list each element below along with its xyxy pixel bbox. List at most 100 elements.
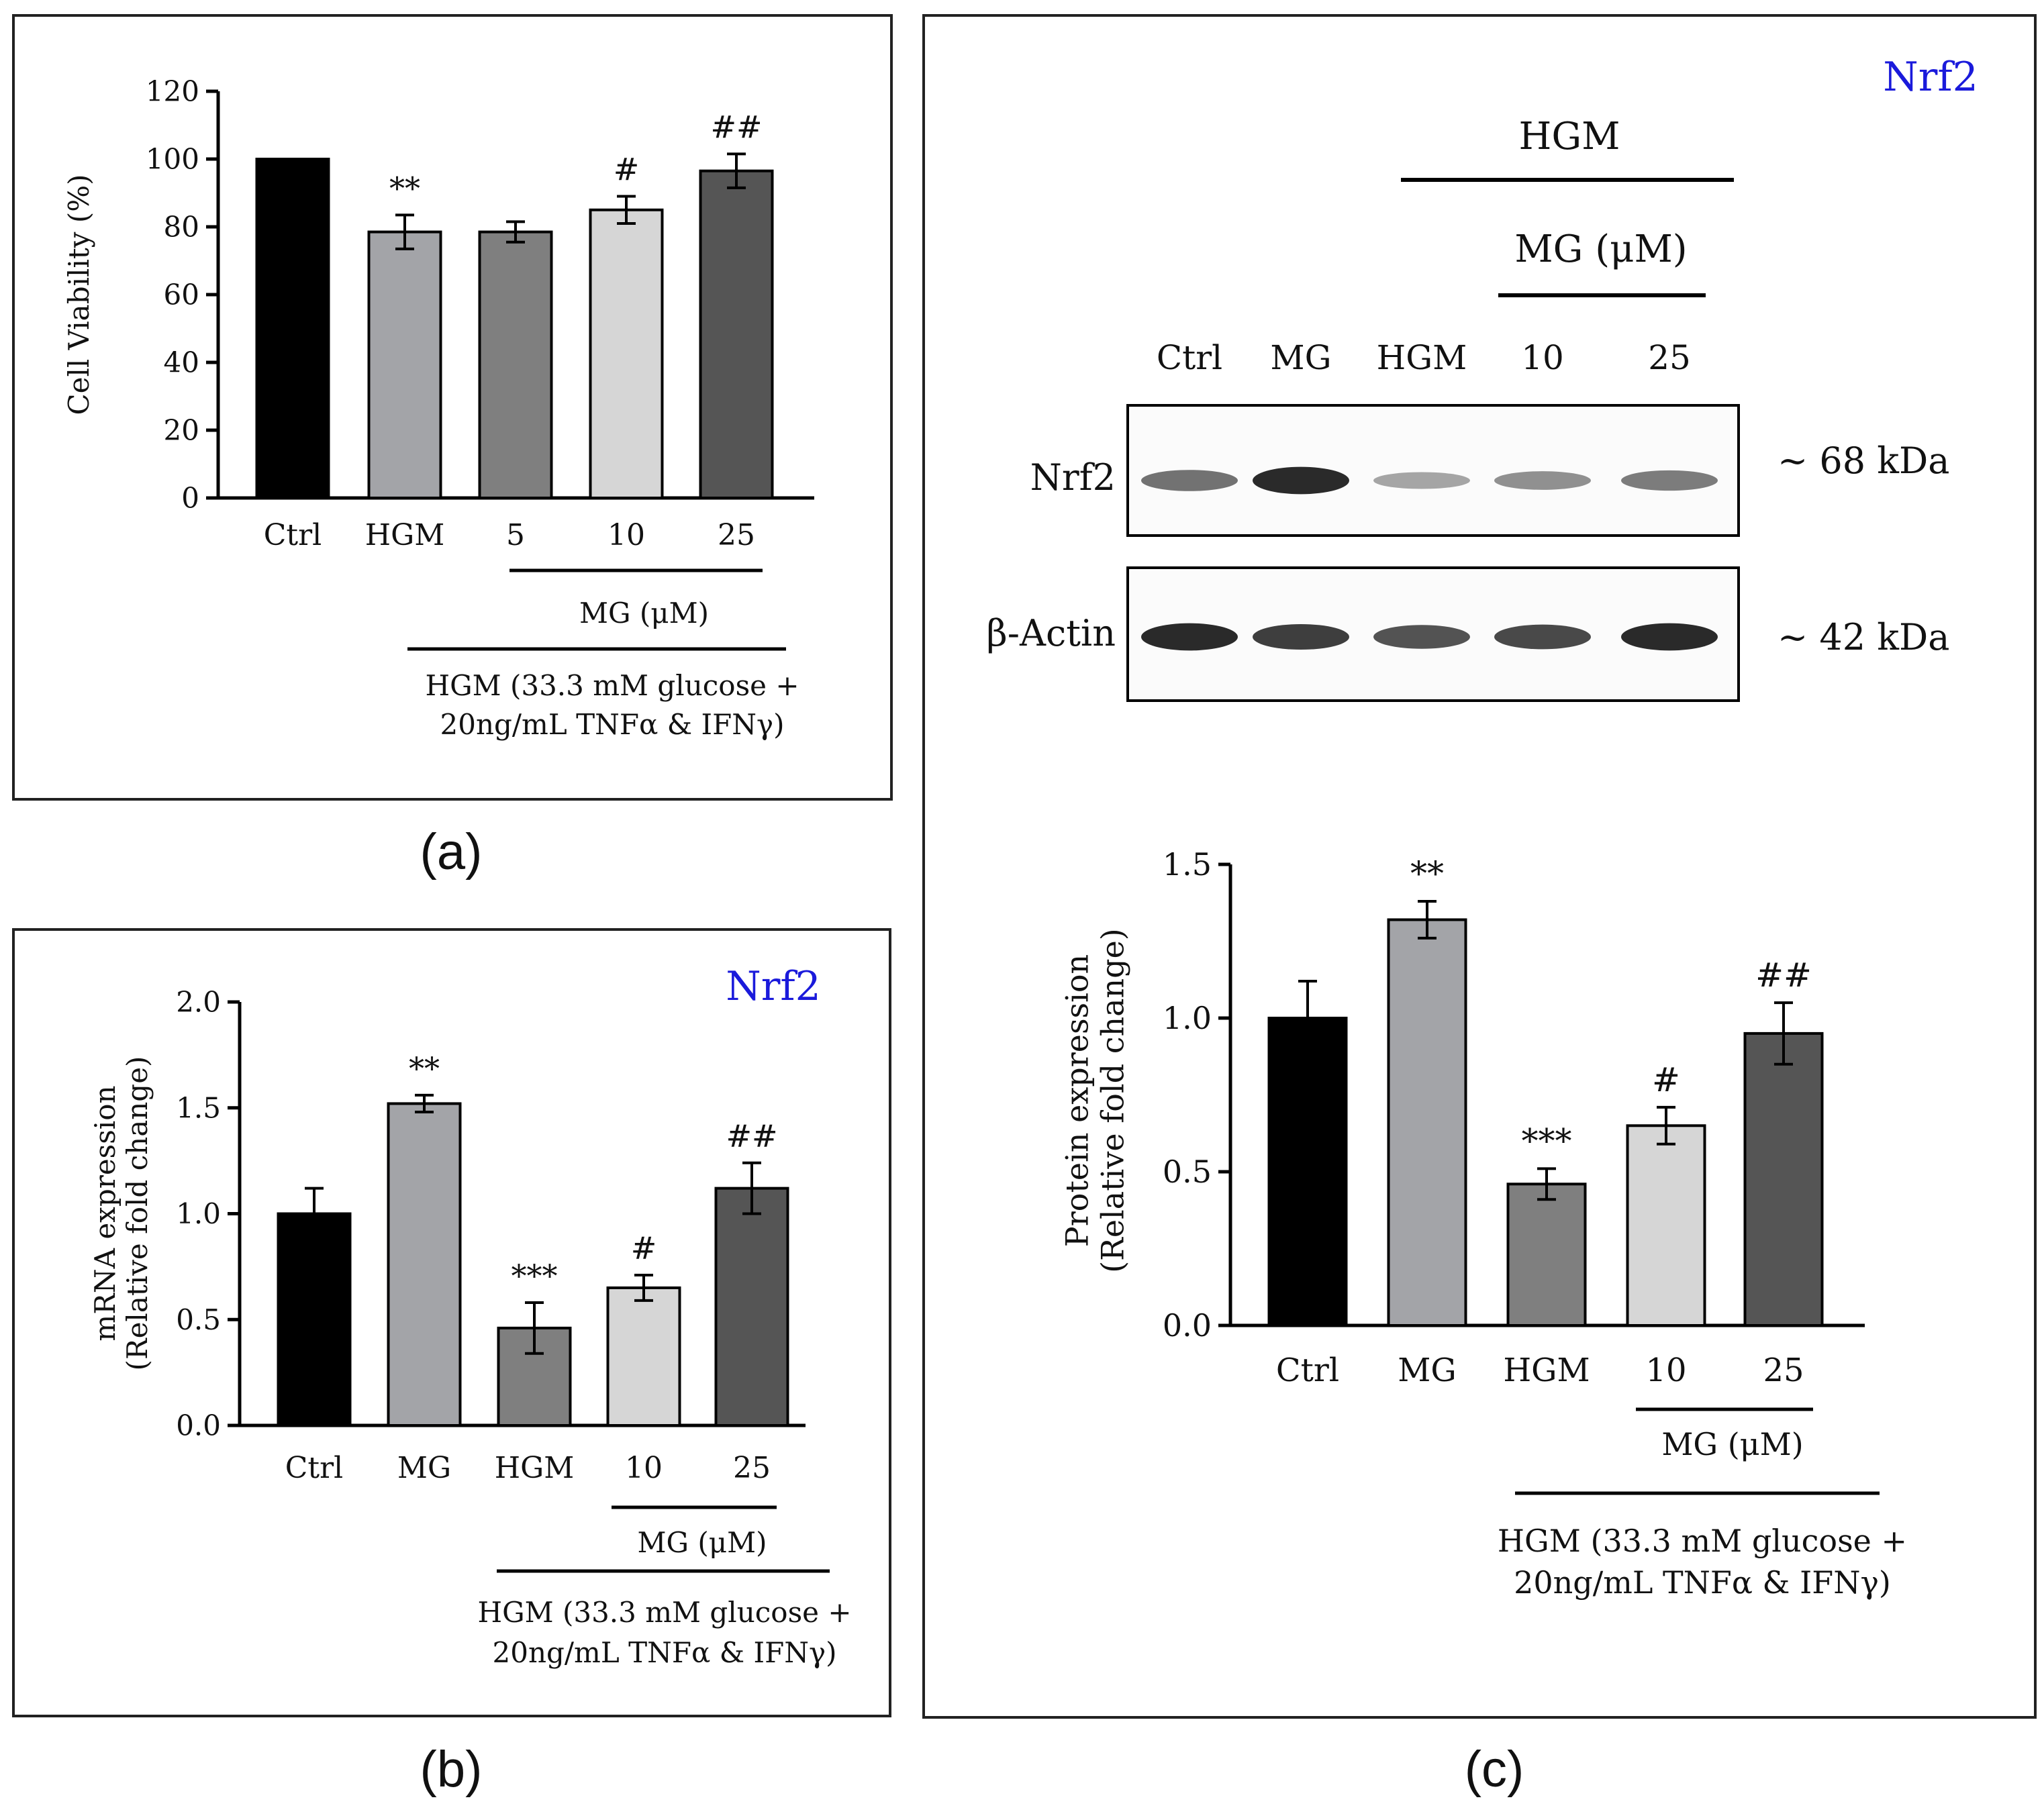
hgm-bracket-label-line: 20ng/mL TNFα & IFNγ)	[1514, 1564, 1891, 1601]
hgm-bracket-label-line: HGM (33.3 mM glucose +	[1498, 1523, 1907, 1559]
y-tick-label: 40	[164, 346, 199, 379]
hgm-bracket-label-line: 20ng/mL TNFα & IFNγ)	[440, 708, 785, 741]
blot-band	[1141, 623, 1238, 651]
category-label: Ctrl	[264, 518, 322, 552]
blot-lane-label: MG	[1270, 338, 1331, 377]
mg-bracket-label: MG (μM)	[1661, 1426, 1803, 1462]
blot-band	[1141, 470, 1238, 491]
significance-marker: ##	[726, 1118, 777, 1154]
bar-5	[478, 230, 553, 499]
bar-25	[714, 1187, 789, 1427]
bar-10	[606, 1286, 681, 1427]
y-tick-label: 1.5	[176, 1091, 221, 1124]
blot-size-label: ~ 42 kDa	[1778, 616, 1950, 658]
blot-membrane	[1126, 404, 1740, 537]
y-tick-label: 0	[181, 482, 199, 515]
bar-mg	[1387, 918, 1467, 1327]
y-tick-label: 100	[146, 143, 199, 176]
blot-band	[1253, 623, 1349, 650]
y-tick-label: 80	[164, 211, 199, 244]
hgm-bracket-label-line: HGM (33.3 mM glucose +	[477, 1596, 851, 1629]
blot-size-label: ~ 68 kDa	[1778, 440, 1950, 482]
y-axis-label-line: (Relative fold change)	[1094, 928, 1130, 1273]
y-tick-label: 60	[164, 279, 199, 311]
bar-hgm	[367, 230, 442, 499]
category-label: Ctrl	[285, 1451, 343, 1485]
y-tick-label: 0.0	[1163, 1307, 1212, 1344]
significance-marker: **	[409, 1050, 440, 1087]
y-axis-label-line: Cell Viability (%)	[62, 174, 95, 415]
significance-marker: ##	[710, 109, 762, 145]
hgm-bracket-label-line: 20ng/mL TNFα & IFNγ)	[493, 1636, 837, 1669]
bar-mg	[387, 1102, 462, 1427]
category-label: HGM	[365, 518, 445, 552]
chart-c: 0.0 0.5 1.0 1.5 Protein expression(Relative …	[1059, 846, 1907, 1601]
y-tick-label: 1.0	[1163, 1000, 1212, 1036]
bar-ctrl	[255, 158, 330, 499]
panel-a-frame	[12, 14, 893, 801]
y-tick-label: 0.0	[176, 1409, 221, 1442]
category-label: MG	[1398, 1352, 1457, 1389]
bar-ctrl	[277, 1212, 352, 1427]
blot-band	[1373, 472, 1470, 489]
category-label: MG	[397, 1451, 451, 1485]
y-tick-label: 1.0	[176, 1197, 221, 1230]
significance-marker: #	[1652, 1060, 1680, 1099]
bar-10	[589, 208, 664, 499]
y-tick-label: 120	[146, 75, 199, 108]
significance-marker: ***	[512, 1258, 558, 1294]
panel-c-letter: (c)	[1465, 1741, 1524, 1798]
mg-bracket-label: MG (μM)	[579, 597, 709, 629]
category-label: 10	[625, 1451, 663, 1485]
blot-row-label: Nrf2	[1030, 456, 1116, 499]
blot-band	[1373, 625, 1470, 649]
chart-a: 0 20 40 60 80 100 120 Cell Viability (%) Ctrl ** H…	[62, 75, 814, 741]
category-label: HGM	[1503, 1352, 1590, 1389]
y-axis-label-line: mRNA expression	[89, 1085, 121, 1341]
category-label: Ctrl	[1276, 1352, 1339, 1389]
blot-row-label: β-Actin	[987, 612, 1116, 654]
blot-lane-label: 25	[1648, 338, 1691, 377]
bar-25	[699, 169, 774, 500]
bar-25	[1743, 1031, 1824, 1327]
category-label: 10	[607, 518, 645, 552]
chart-b: 0.0 0.5 1.0 1.5 2.0 mRNA expression(Relative …	[89, 986, 852, 1669]
panel-b-letter: (b)	[420, 1741, 483, 1798]
category-label: HGM	[495, 1451, 575, 1485]
panel-c-frame	[922, 14, 2037, 1719]
significance-marker: **	[1410, 854, 1444, 893]
y-axis-label-line: Protein expression	[1059, 954, 1095, 1247]
blot-band	[1621, 623, 1718, 651]
bar-hgm	[1506, 1182, 1587, 1327]
blot-header-mg: MG (μM)	[1514, 228, 1687, 271]
significance-marker: ***	[1522, 1121, 1572, 1160]
y-tick-label: 0.5	[176, 1303, 221, 1336]
significance-marker: **	[389, 170, 420, 206]
y-tick-label: 0.5	[1163, 1154, 1212, 1190]
panel-a-letter: (a)	[420, 823, 483, 880]
panel-b-gene-label: Nrf2	[726, 963, 821, 1010]
mg-bracket-label: MG (μM)	[638, 1526, 767, 1559]
blot-band	[1494, 624, 1591, 650]
blot-lane-label: Ctrl	[1157, 338, 1222, 377]
category-label: 10	[1645, 1352, 1686, 1389]
category-label: 25	[733, 1451, 771, 1485]
y-tick-label: 20	[164, 414, 199, 447]
y-axis-label: Cell Viability (%)	[62, 174, 95, 415]
blot-lane-label: HGM	[1377, 338, 1467, 377]
bar-10	[1626, 1124, 1706, 1327]
y-axis-label: mRNA expression(Relative fold change)	[89, 1056, 154, 1371]
bar-ctrl	[1267, 1017, 1348, 1327]
significance-marker: #	[614, 152, 640, 188]
category-label: 5	[506, 518, 525, 552]
blot-header-hgm: HGM	[1519, 115, 1620, 158]
western-blot: HGM MG (μM) Ctrl MG HGM 10 25 Nrf2 ~ 68 kDa β-A…	[987, 115, 1950, 702]
y-axis-label: Protein expression(Relative fold change)	[1059, 928, 1130, 1273]
category-label: 25	[1763, 1352, 1804, 1389]
significance-marker: #	[631, 1230, 657, 1266]
significance-marker: ##	[1755, 956, 1812, 995]
y-axis-label-line: (Relative fold change)	[121, 1056, 154, 1371]
blot-lane-label: 10	[1521, 338, 1564, 377]
blot-band	[1494, 471, 1591, 490]
